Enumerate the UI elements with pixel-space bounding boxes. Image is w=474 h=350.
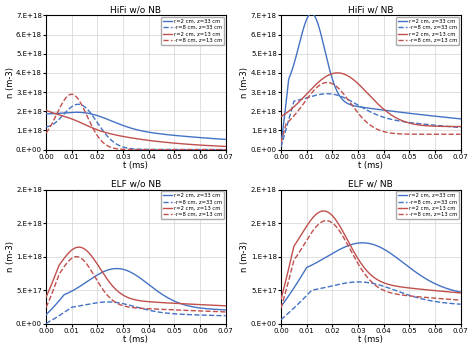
Legend: r=2 cm, z=33 cm, -r=8 cm, z=33 cm, r=2 cm, z=13 cm, -r=8 cm, z=13 cm: r=2 cm, z=33 cm, -r=8 cm, z=33 cm, r=2 c…	[396, 191, 459, 219]
X-axis label: t (ms): t (ms)	[123, 161, 148, 170]
X-axis label: t (ms): t (ms)	[123, 335, 148, 344]
Title: HiFi w/ NB: HiFi w/ NB	[348, 6, 393, 15]
Legend: r=2 cm, z=33 cm, -r=8 cm, z=33 cm, r=2 cm, z=13 cm, -r=8 cm, z=13 cm: r=2 cm, z=33 cm, -r=8 cm, z=33 cm, r=2 c…	[161, 17, 224, 44]
Y-axis label: n (m-3): n (m-3)	[240, 241, 249, 272]
X-axis label: t (ms): t (ms)	[358, 161, 383, 170]
X-axis label: t (ms): t (ms)	[358, 335, 383, 344]
Y-axis label: n (m-3): n (m-3)	[6, 241, 15, 272]
Y-axis label: n (m-3): n (m-3)	[240, 67, 249, 98]
Title: ELF w/o NB: ELF w/o NB	[111, 180, 161, 189]
Title: ELF w/ NB: ELF w/ NB	[348, 180, 393, 189]
Y-axis label: n (m-3): n (m-3)	[6, 67, 15, 98]
Legend: r=2 cm, z=33 cm, -r=8 cm, z=33 cm, r=2 cm, z=13 cm, -r=8 cm, z=13 cm: r=2 cm, z=33 cm, -r=8 cm, z=33 cm, r=2 c…	[396, 17, 459, 44]
Legend: r=2 cm, z=33 cm, -r=8 cm, z=33 cm, r=2 cm, z=13 cm, -r=8 cm, z=13 cm: r=2 cm, z=33 cm, -r=8 cm, z=33 cm, r=2 c…	[161, 191, 224, 219]
Title: HiFi w/o NB: HiFi w/o NB	[110, 6, 161, 15]
